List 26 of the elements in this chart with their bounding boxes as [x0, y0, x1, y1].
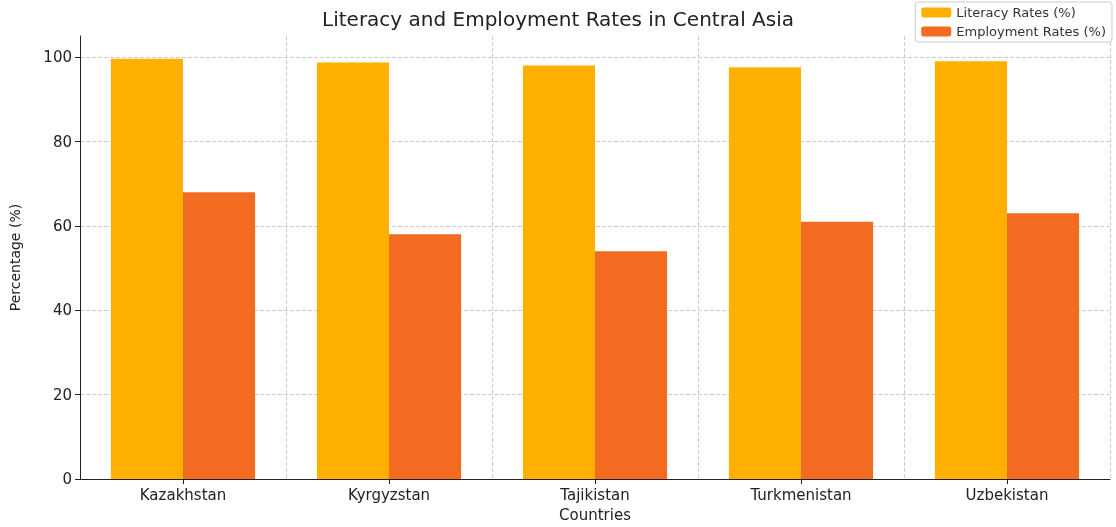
bar — [183, 192, 256, 480]
bar — [595, 251, 668, 480]
y-tick-label: 20 — [52, 385, 72, 404]
x-tick-label: Kazakhstan — [139, 485, 227, 504]
bar — [316, 62, 389, 480]
bar — [522, 65, 595, 480]
bar — [801, 221, 874, 480]
y-tick-label: 0 — [62, 470, 72, 489]
bar — [389, 234, 462, 480]
bar — [728, 67, 801, 480]
x-tick-label: Kyrgyzstan — [347, 485, 431, 504]
y-axis-title: Percentage (%) — [7, 203, 23, 312]
bar — [1007, 213, 1080, 480]
y-tick-label: 80 — [52, 132, 72, 151]
y-tick-label: 100 — [43, 48, 72, 67]
x-axis-title: Countries — [559, 505, 632, 524]
x-tick-label: Turkmenistan — [749, 485, 852, 504]
x-tick-label: Uzbekistan — [965, 485, 1049, 504]
y-tick-label: 60 — [52, 216, 72, 235]
y-tick-label: 40 — [52, 301, 72, 320]
bar — [110, 58, 183, 480]
x-tick-label: Tajikistan — [559, 485, 630, 504]
chart-title: Literacy and Employment Rates in Central Asia — [322, 7, 794, 31]
bar — [934, 61, 1007, 480]
legend-label: Employment Rates (%) — [956, 24, 1107, 39]
legend-label: Literacy Rates (%) — [956, 5, 1076, 20]
